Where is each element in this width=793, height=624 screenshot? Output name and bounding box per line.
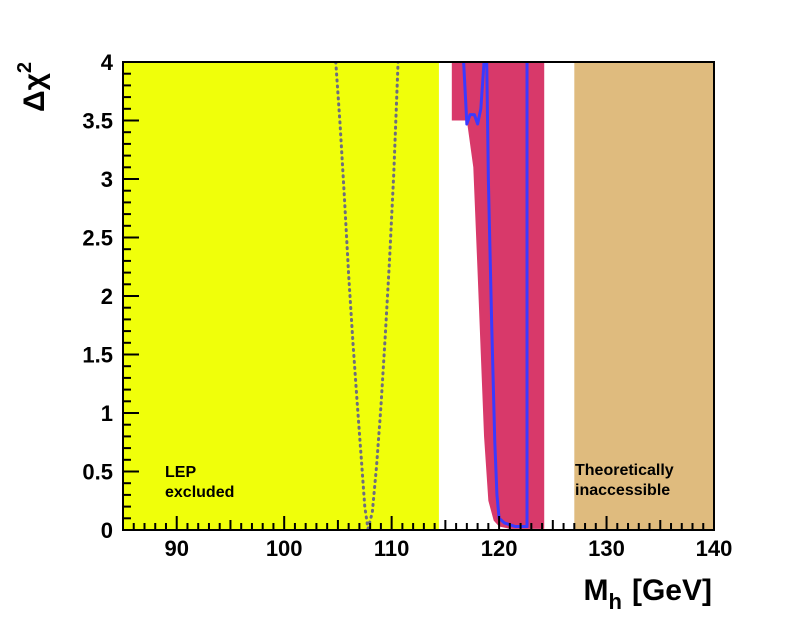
x-axis-title-main: M <box>584 574 609 607</box>
x-tick-label: 100 <box>266 536 303 561</box>
region-labels: LEP excluded Theoretically inaccessible <box>165 462 674 501</box>
series-fit <box>462 62 529 528</box>
y-tick-label: 3 <box>101 167 113 192</box>
theory-label-line: inaccessible <box>575 482 670 499</box>
theory-label-line: Theoretically <box>575 462 674 479</box>
x-tick-label: 120 <box>481 536 518 561</box>
x-tick-label: 140 <box>696 536 733 561</box>
plot-area <box>123 62 714 530</box>
x-axis-title-unit: [GeV] <box>632 574 712 607</box>
series-dotted-parabola <box>334 62 400 530</box>
y-axis-title: Δχ2 <box>14 62 51 112</box>
y-axis-title-sup: 2 <box>14 62 36 73</box>
y-axis-title-main: Δχ <box>18 72 51 112</box>
x-tick-label: 110 <box>374 536 410 561</box>
x-tick-label: 130 <box>588 536 625 561</box>
lep-excluded-label: LEP excluded <box>165 464 234 501</box>
y-tick-label: 1 <box>101 401 113 426</box>
x-axis-title: Mh [GeV] <box>584 574 712 614</box>
y-tick-label: 2 <box>101 284 113 309</box>
y-tick-label: 0.5 <box>82 460 113 485</box>
y-tick-label: 1.5 <box>82 343 113 368</box>
uncertainty-band <box>451 62 545 529</box>
y-tick-label: 0 <box>101 518 113 543</box>
lep-label-line: LEP <box>165 464 196 481</box>
y-tick-label: 2.5 <box>82 226 113 251</box>
x-axis-title-sub: h <box>609 589 622 614</box>
region-theoretically-inaccessible <box>574 62 714 530</box>
lep-label-line: excluded <box>165 484 234 501</box>
y-tick-label: 4 <box>101 50 114 75</box>
x-tick-label: 90 <box>164 536 188 561</box>
axes: 90 100 110 120 130 140 0 0.5 1 1.5 2 2.5 3 3.5 4 <box>82 50 732 561</box>
y-tick-label: 3.5 <box>82 109 113 134</box>
region-lep-excluded <box>123 62 439 530</box>
theoretically-inaccessible-label: Theoretically inaccessible <box>575 462 674 499</box>
